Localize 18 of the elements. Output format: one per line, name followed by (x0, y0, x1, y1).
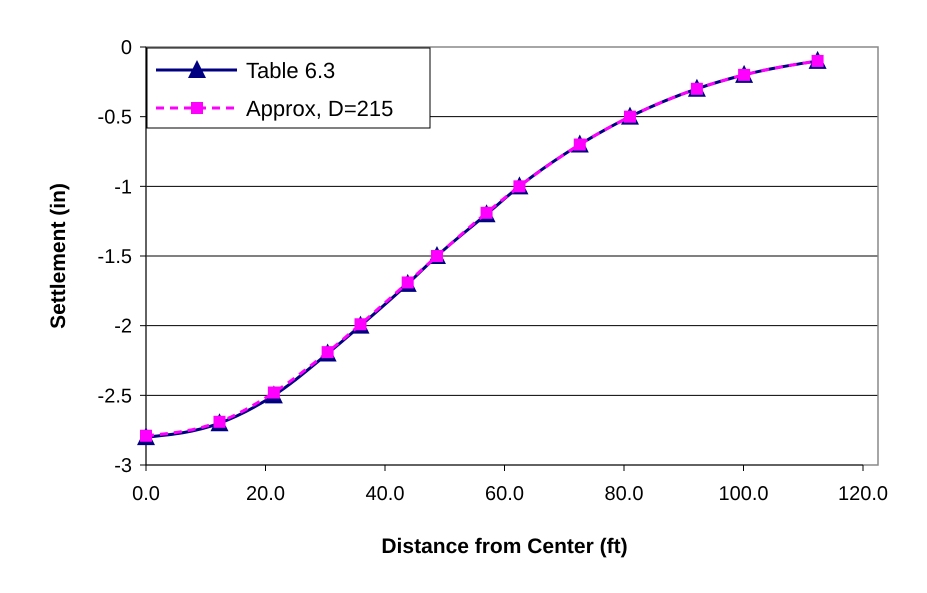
legend-label: Approx, D=215 (246, 96, 394, 121)
y-tick-label: -2.5 (98, 385, 132, 408)
y-tick-label: 0 (120, 37, 132, 59)
x-axis-title: Distance from Center (ft) (381, 535, 628, 558)
y-tick-label: -1 (114, 176, 132, 198)
y-axis-title: Settlement (in) (47, 183, 70, 329)
legend-label: Table 6.3 (246, 58, 336, 83)
y-tick-label: -0.5 (98, 106, 132, 129)
x-tick-label: 0.0 (132, 483, 160, 505)
y-tick-label: -2 (114, 316, 132, 338)
x-tick-label: 20.0 (246, 483, 285, 505)
y-tick-label: -3 (114, 455, 132, 477)
y-tick-label: -1.5 (98, 246, 132, 268)
x-tick-label: 120.0 (838, 483, 888, 505)
x-tick-label: 80.0 (604, 483, 644, 505)
x-tick-label: 60.0 (485, 483, 524, 505)
x-tick-label: 100.0 (718, 483, 769, 505)
x-tick-label: 40.0 (366, 483, 404, 505)
